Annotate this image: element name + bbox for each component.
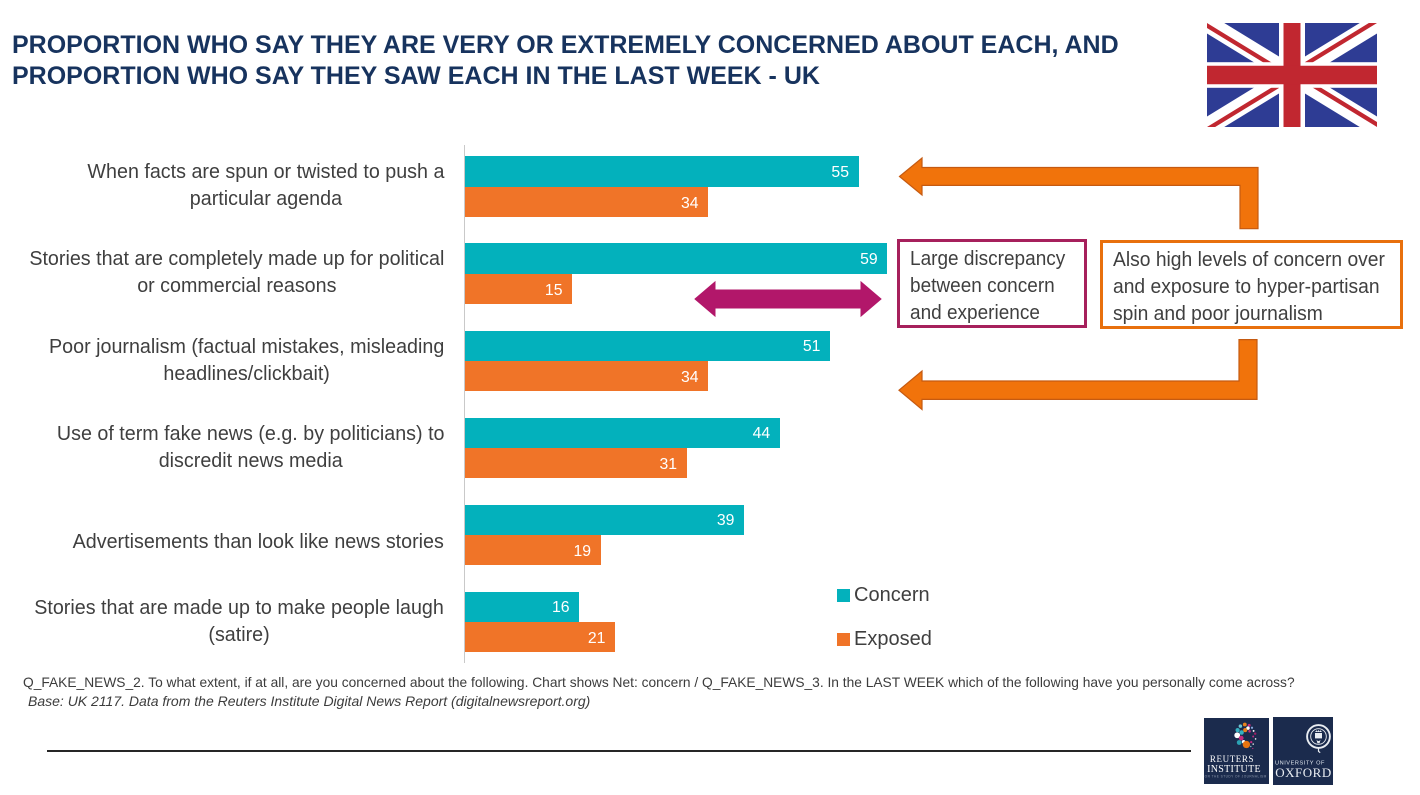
svg-text:FOR THE STUDY OF JOURNALISM: FOR THE STUDY OF JOURNALISM	[1204, 775, 1267, 779]
svg-text:INSTITUTE: INSTITUTE	[1207, 764, 1261, 775]
svg-text:OXFORD: OXFORD	[1275, 765, 1331, 780]
svg-text:UNIVERSITY OF: UNIVERSITY OF	[1275, 761, 1325, 767]
svg-text:REUTERS: REUTERS	[1210, 754, 1254, 764]
